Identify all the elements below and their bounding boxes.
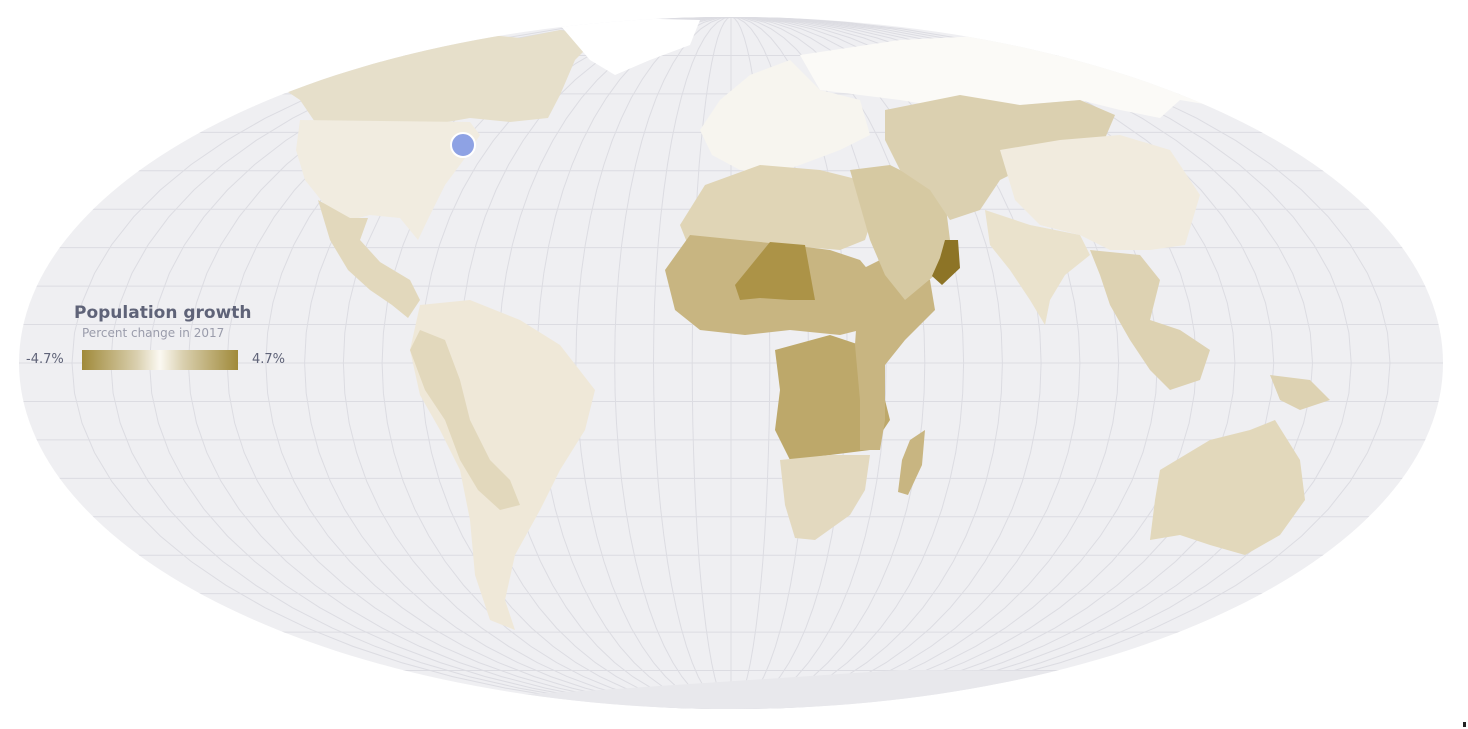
region-greenland[interactable]	[560, 18, 700, 75]
region-india[interactable]	[985, 210, 1090, 325]
region-mexico[interactable]	[318, 200, 420, 318]
region-southeast-asia[interactable]	[1090, 250, 1210, 390]
region-china[interactable]	[1000, 135, 1200, 250]
legend-min-label: -4.7%	[26, 352, 64, 367]
region-papua[interactable]	[1270, 375, 1330, 410]
legend-max-label: 4.7%	[252, 352, 286, 367]
region-north-africa[interactable]	[680, 165, 875, 250]
cursor-icon	[1463, 722, 1466, 727]
region-niger[interactable]	[735, 242, 815, 300]
region-central-asia[interactable]	[885, 95, 1115, 220]
region-europe[interactable]	[700, 60, 870, 175]
region-southern-africa[interactable]	[780, 455, 870, 540]
selected-location-marker[interactable]	[450, 132, 476, 158]
region-middle-east[interactable]	[850, 165, 950, 300]
region-australia[interactable]	[1150, 420, 1305, 555]
region-andes[interactable]	[410, 330, 520, 510]
region-east-africa[interactable]	[855, 250, 935, 450]
watermark-text: fied	[150, 640, 260, 708]
legend-title: Population growth	[74, 303, 252, 323]
region-usa[interactable]	[296, 120, 480, 240]
legend-color-scale	[82, 350, 238, 370]
region-madagascar[interactable]	[898, 430, 925, 495]
legend-subtitle: Percent change in 2017	[82, 326, 225, 340]
region-oman[interactable]	[932, 240, 960, 285]
